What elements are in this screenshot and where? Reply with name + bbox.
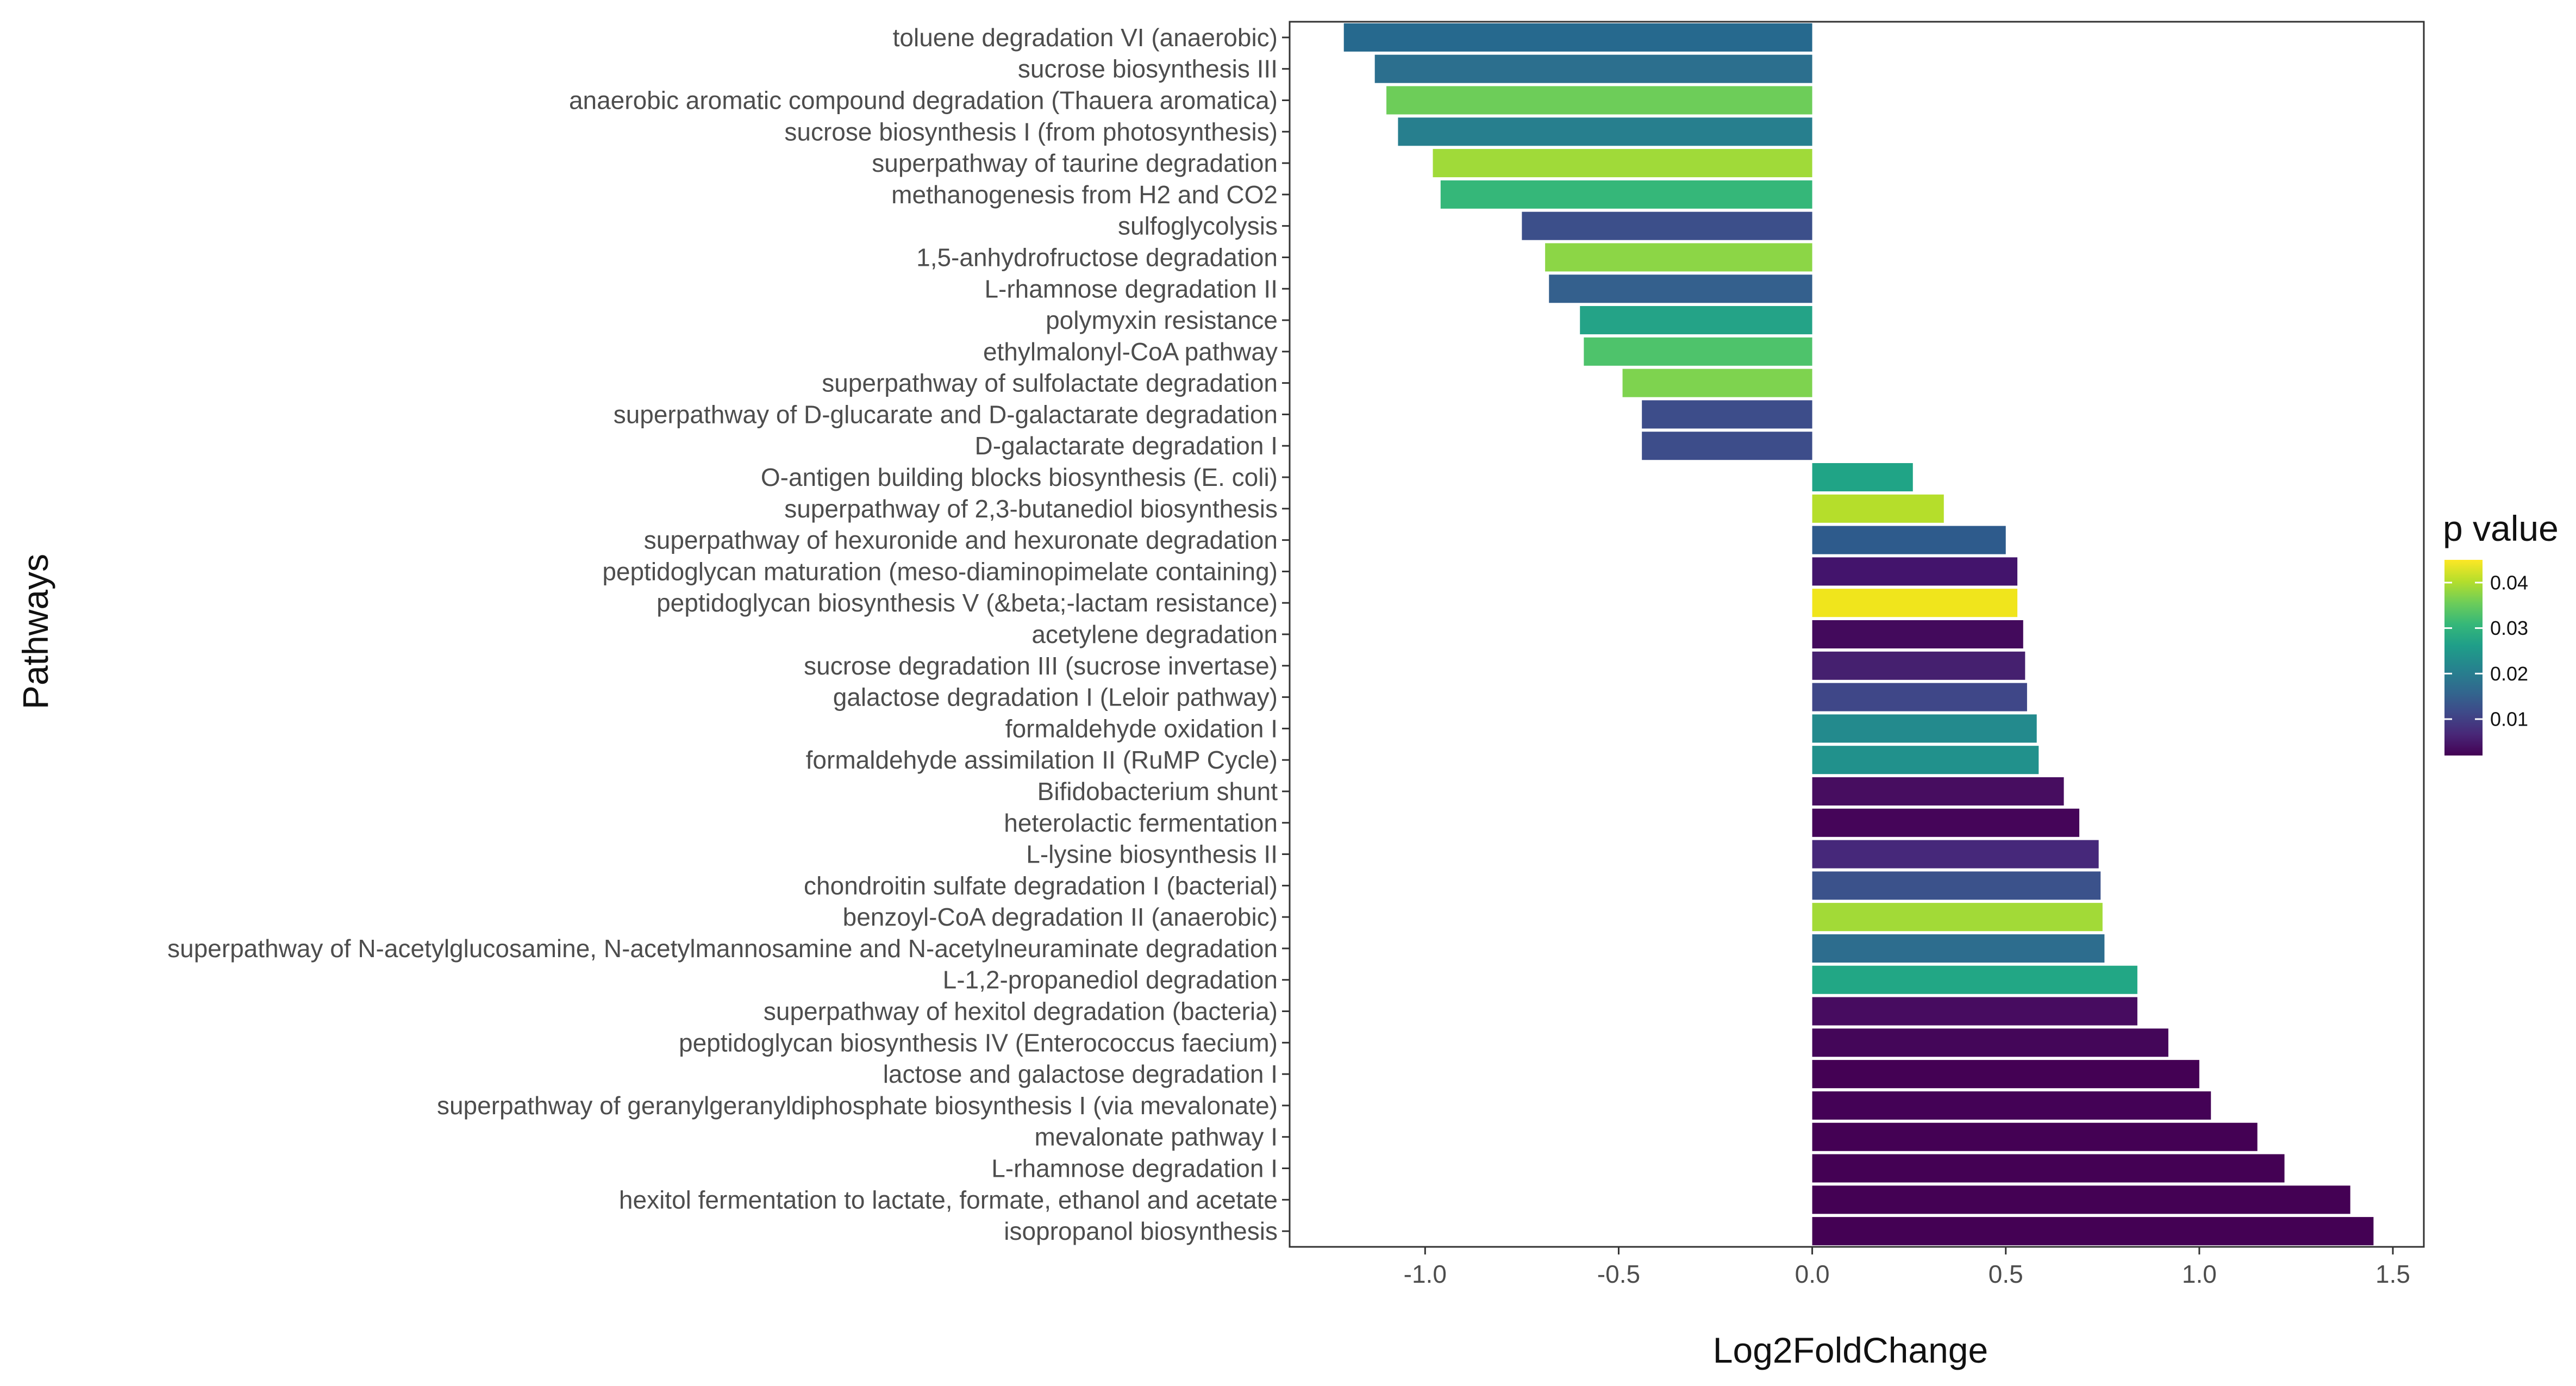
y-tick-label: sucrose biosynthesis I (from photosynthe… bbox=[784, 117, 1278, 146]
bar bbox=[1812, 1217, 2374, 1246]
y-tick-label: benzoyl-CoA degradation II (anaerobic) bbox=[843, 903, 1278, 931]
x-tick-label: 0.0 bbox=[1795, 1260, 1830, 1288]
y-tick-label: mevalonate pathway I bbox=[1035, 1123, 1278, 1151]
y-tick-labels: toluene degradation VI (anaerobic) sucros… bbox=[167, 23, 1290, 1245]
y-tick-label: formaldehyde assimilation II (RuMP Cycle… bbox=[806, 746, 1278, 774]
y-tick-label: superpathway of geranylgeranyldiphosphat… bbox=[437, 1091, 1278, 1120]
y-tick-label: Bifidobacterium shunt bbox=[1037, 777, 1278, 806]
y-tick-label: superpathway of taurine degradation bbox=[872, 149, 1278, 177]
y-tick-label: peptidoglycan biosynthesis V (&beta;-lac… bbox=[656, 589, 1278, 617]
bar bbox=[1812, 463, 1913, 492]
y-tick-label: L-1,2-propanediol degradation bbox=[943, 966, 1278, 994]
y-tick-label: lactose and galactose degradation I bbox=[883, 1060, 1278, 1088]
y-tick-label: anaerobic aromatic compound degradation … bbox=[569, 86, 1278, 114]
y-tick-label: polymyxin resistance bbox=[1046, 306, 1278, 334]
y-tick-label: hexitol fermentation to lactate, formate… bbox=[619, 1185, 1278, 1214]
y-tick-label: methanogenesis from H2 and CO2 bbox=[891, 180, 1278, 209]
x-tick-label: 1.5 bbox=[2375, 1260, 2410, 1288]
bar bbox=[1812, 777, 2064, 806]
bar bbox=[1812, 997, 2137, 1026]
y-tick-label: formaldehyde oxidation I bbox=[1005, 714, 1278, 742]
y-tick-label: acetylene degradation bbox=[1031, 620, 1278, 648]
bar bbox=[1812, 746, 2039, 775]
y-tick-label: heterolactic fermentation bbox=[1004, 809, 1278, 837]
bar bbox=[1812, 526, 2006, 554]
bar bbox=[1812, 714, 2037, 743]
y-tick-label: peptidoglycan biosynthesis IV (Enterococ… bbox=[679, 1028, 1278, 1057]
y-tick-label: superpathway of 2,3-butanediol biosynthe… bbox=[784, 495, 1278, 523]
y-tick-label: L-rhamnose degradation I bbox=[991, 1154, 1278, 1183]
y-tick-label: O-antigen building blocks biosynthesis (… bbox=[761, 463, 1278, 491]
y-tick-label: superpathway of sulfolactate degradation bbox=[822, 369, 1278, 397]
bar bbox=[1343, 23, 1812, 52]
x-tick-label: 0.5 bbox=[1989, 1260, 2023, 1288]
legend-title: p value bbox=[2443, 508, 2559, 548]
bars-layer bbox=[1343, 23, 2374, 1246]
bar bbox=[1812, 494, 1944, 523]
bar bbox=[1812, 1060, 2199, 1089]
y-tick-label: sulfoglycolysis bbox=[1118, 212, 1278, 240]
y-tick-label: chondroitin sulfate degradation I (bacte… bbox=[804, 871, 1278, 900]
bar bbox=[1549, 274, 1812, 303]
y-tick-label: peptidoglycan maturation (meso-diaminopi… bbox=[602, 557, 1278, 585]
bar bbox=[1374, 54, 1812, 83]
y-tick-label: L-rhamnose degradation II bbox=[984, 274, 1278, 303]
colorbar-legend: p value 0.01 0.02 0.03 0.04 bbox=[2443, 508, 2559, 756]
y-tick-label: galactose degradation I (Leloir pathway) bbox=[833, 683, 1278, 711]
y-tick-label: sucrose biosynthesis III bbox=[1018, 55, 1278, 83]
bar bbox=[1812, 808, 2080, 837]
bar bbox=[1386, 86, 1812, 115]
bar bbox=[1812, 965, 2137, 994]
bar bbox=[1433, 149, 1812, 178]
bar bbox=[1812, 1185, 2350, 1214]
y-tick-label: isopropanol biosynthesis bbox=[1004, 1217, 1278, 1245]
bar bbox=[1812, 683, 2027, 711]
bar bbox=[1812, 589, 2018, 617]
bar bbox=[1622, 369, 1812, 397]
bar bbox=[1580, 306, 1812, 335]
y-tick-label: L-lysine biosynthesis II bbox=[1026, 840, 1278, 869]
colorbar-ticks: 0.01 0.02 0.03 0.04 bbox=[2444, 571, 2528, 731]
bar bbox=[1545, 243, 1812, 272]
colorbar bbox=[2444, 560, 2483, 756]
bar bbox=[1812, 1122, 2258, 1151]
bar bbox=[1812, 903, 2103, 932]
y-tick-label: 1,5-anhydrofructose degradation bbox=[916, 243, 1278, 271]
bar bbox=[1812, 557, 2018, 586]
x-tick-label: -1.0 bbox=[1404, 1260, 1447, 1288]
y-tick-label: sucrose degradation III (sucrose inverta… bbox=[804, 652, 1278, 680]
y-tick-label: ethylmalonyl-CoA pathway bbox=[983, 338, 1278, 366]
bar bbox=[1522, 211, 1812, 240]
y-tick-label: superpathway of hexuronide and hexuronat… bbox=[644, 526, 1278, 554]
bar bbox=[1584, 337, 1812, 366]
colorbar-tick-label: 0.02 bbox=[2490, 663, 2528, 685]
colorbar-tick-label: 0.01 bbox=[2490, 708, 2528, 731]
bar bbox=[1642, 400, 1812, 429]
x-tick-label: 1.0 bbox=[2182, 1260, 2217, 1288]
bar bbox=[1812, 1154, 2285, 1183]
bar bbox=[1812, 934, 2105, 963]
bar bbox=[1812, 620, 2023, 649]
x-axis: -1.0 -0.5 0.0 0.5 1.0 1.5 bbox=[1404, 1247, 2410, 1288]
y-tick-label: superpathway of N-acetylglucosamine, N-a… bbox=[167, 934, 1278, 963]
bar bbox=[1398, 117, 1812, 146]
bar bbox=[1812, 1028, 2168, 1057]
y-tick-label: superpathway of hexitol degradation (bac… bbox=[764, 997, 1278, 1026]
y-tick-label: D-galactarate degradation I bbox=[975, 432, 1278, 460]
x-axis-title: Log2FoldChange bbox=[1713, 1330, 1988, 1370]
y-tick-label: toluene degradation VI (anaerobic) bbox=[893, 23, 1278, 52]
bar bbox=[1812, 840, 2099, 869]
bar bbox=[1812, 651, 2025, 680]
colorbar-tick-label: 0.03 bbox=[2490, 617, 2528, 639]
y-axis-title: Pathways bbox=[15, 554, 55, 709]
bar bbox=[1812, 871, 2101, 900]
colorbar-tick-label: 0.04 bbox=[2490, 571, 2528, 594]
bar bbox=[1812, 1091, 2211, 1120]
bar bbox=[1440, 180, 1812, 209]
x-tick-label: -0.5 bbox=[1597, 1260, 1640, 1288]
bar bbox=[1642, 432, 1812, 460]
y-tick-label: superpathway of D-glucarate and D-galact… bbox=[614, 400, 1278, 428]
